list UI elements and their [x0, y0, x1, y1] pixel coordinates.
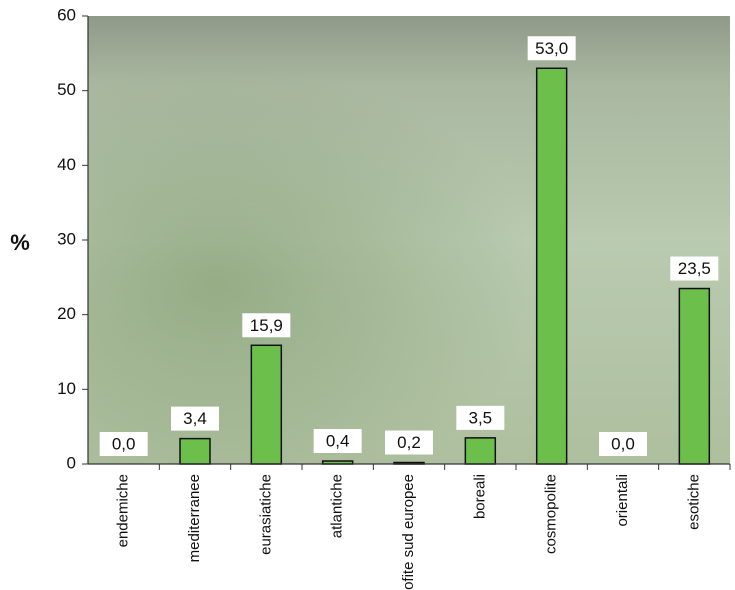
y-tick-label: 50: [57, 80, 76, 99]
y-tick-label: 30: [57, 229, 76, 248]
y-tick-label: 10: [57, 379, 76, 398]
value-label-box: [171, 406, 219, 431]
value-label: 53,0: [535, 39, 568, 58]
x-tick-label: orofite sud europee: [400, 474, 417, 590]
value-label-box: [99, 432, 148, 456]
value-label-box: [599, 432, 647, 456]
bar: [678, 287, 711, 465]
value-label-box: [242, 313, 291, 338]
x-tick-label: boreali: [471, 474, 488, 519]
x-tick-label: mediterranee: [186, 474, 203, 562]
value-label-box: [313, 429, 362, 454]
value-label: 3,5: [469, 408, 493, 427]
value-label: 0,0: [112, 434, 136, 453]
y-tick-label: 40: [57, 155, 76, 174]
bar: [535, 67, 568, 465]
y-tick-label: 60: [57, 5, 76, 24]
x-tick-label: cosmopolite: [543, 474, 560, 554]
value-label: 0,2: [397, 433, 421, 452]
value-label-box: [527, 36, 576, 61]
value-label: 0,4: [326, 431, 350, 450]
x-tick-label: endemiche: [115, 474, 132, 547]
value-label: 0,0: [611, 434, 635, 453]
x-tick-label: eurasiatiche: [257, 474, 274, 555]
y-axis-label: %: [10, 230, 30, 255]
bar: [179, 437, 211, 465]
x-tick-label: orientali: [614, 474, 631, 527]
x-tick-label: esotiche: [685, 474, 702, 530]
bar: [464, 437, 497, 465]
y-tick-label: 20: [57, 304, 76, 323]
value-label: 15,9: [250, 316, 283, 335]
plot-texture: [88, 16, 730, 464]
x-tick-label: atlantiche: [329, 474, 346, 538]
value-label: 23,5: [678, 259, 711, 278]
y-tick-label: 0: [67, 453, 76, 472]
value-label-box: [385, 430, 433, 455]
bar: [250, 344, 283, 465]
value-label-box: [456, 405, 505, 430]
value-label-box: [670, 256, 719, 281]
value-label: 3,4: [183, 409, 207, 428]
